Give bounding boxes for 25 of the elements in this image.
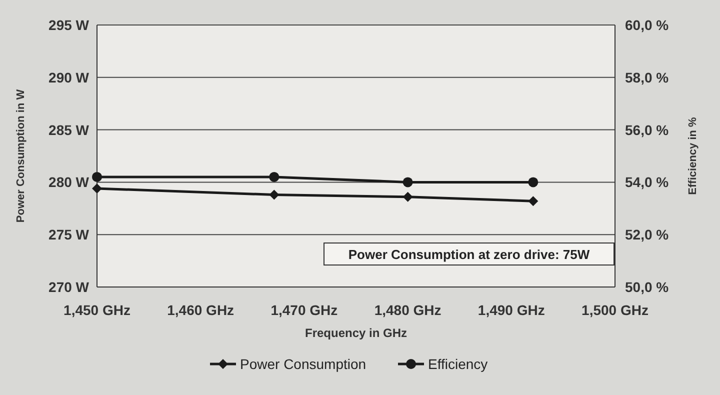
y-axis-title: Power Consumption in W xyxy=(15,88,27,223)
y-tick-label: 275 W xyxy=(48,226,90,243)
y-tick-label: 280 W xyxy=(48,174,90,190)
legend-label: Power Consumption xyxy=(240,356,366,372)
x-axis-title: Frequency in GHz xyxy=(304,326,408,340)
y-tick-label: 295 W xyxy=(48,17,90,33)
note-box: Power Consumption at zero drive: 75W xyxy=(324,242,614,266)
y2-tick-label: 58,0 % xyxy=(625,69,670,86)
x-tick-label: 1,480 GHz xyxy=(374,302,442,318)
x-tick-label: 1,470 GHz xyxy=(270,302,338,318)
y-tick-label: 285 W xyxy=(48,122,90,138)
x-tick-label: 1,490 GHz xyxy=(478,302,545,318)
legend-label: Efficiency xyxy=(428,356,488,372)
y2-axis-title: Efficiency in % xyxy=(687,116,699,195)
y2-tick-label: 50,0 % xyxy=(625,279,670,295)
x-tick-label: 1,460 GHz xyxy=(167,302,234,318)
x-tick-label: 1,500 GHz xyxy=(582,302,648,318)
annotation: Power Consumption at zero drive: 75W xyxy=(348,247,590,262)
y2-tick-label: 60,0 % xyxy=(625,17,670,33)
y-tick-label: 290 W xyxy=(48,69,90,86)
y2-tick-label: 54,0 % xyxy=(625,174,670,190)
y2-tick-label: 56,0 % xyxy=(625,122,670,138)
y-tick-label: 270 W xyxy=(48,279,90,295)
x-tick-label: 1,450 GHz xyxy=(64,302,130,318)
y2-tick-label: 52,0 % xyxy=(625,226,670,243)
